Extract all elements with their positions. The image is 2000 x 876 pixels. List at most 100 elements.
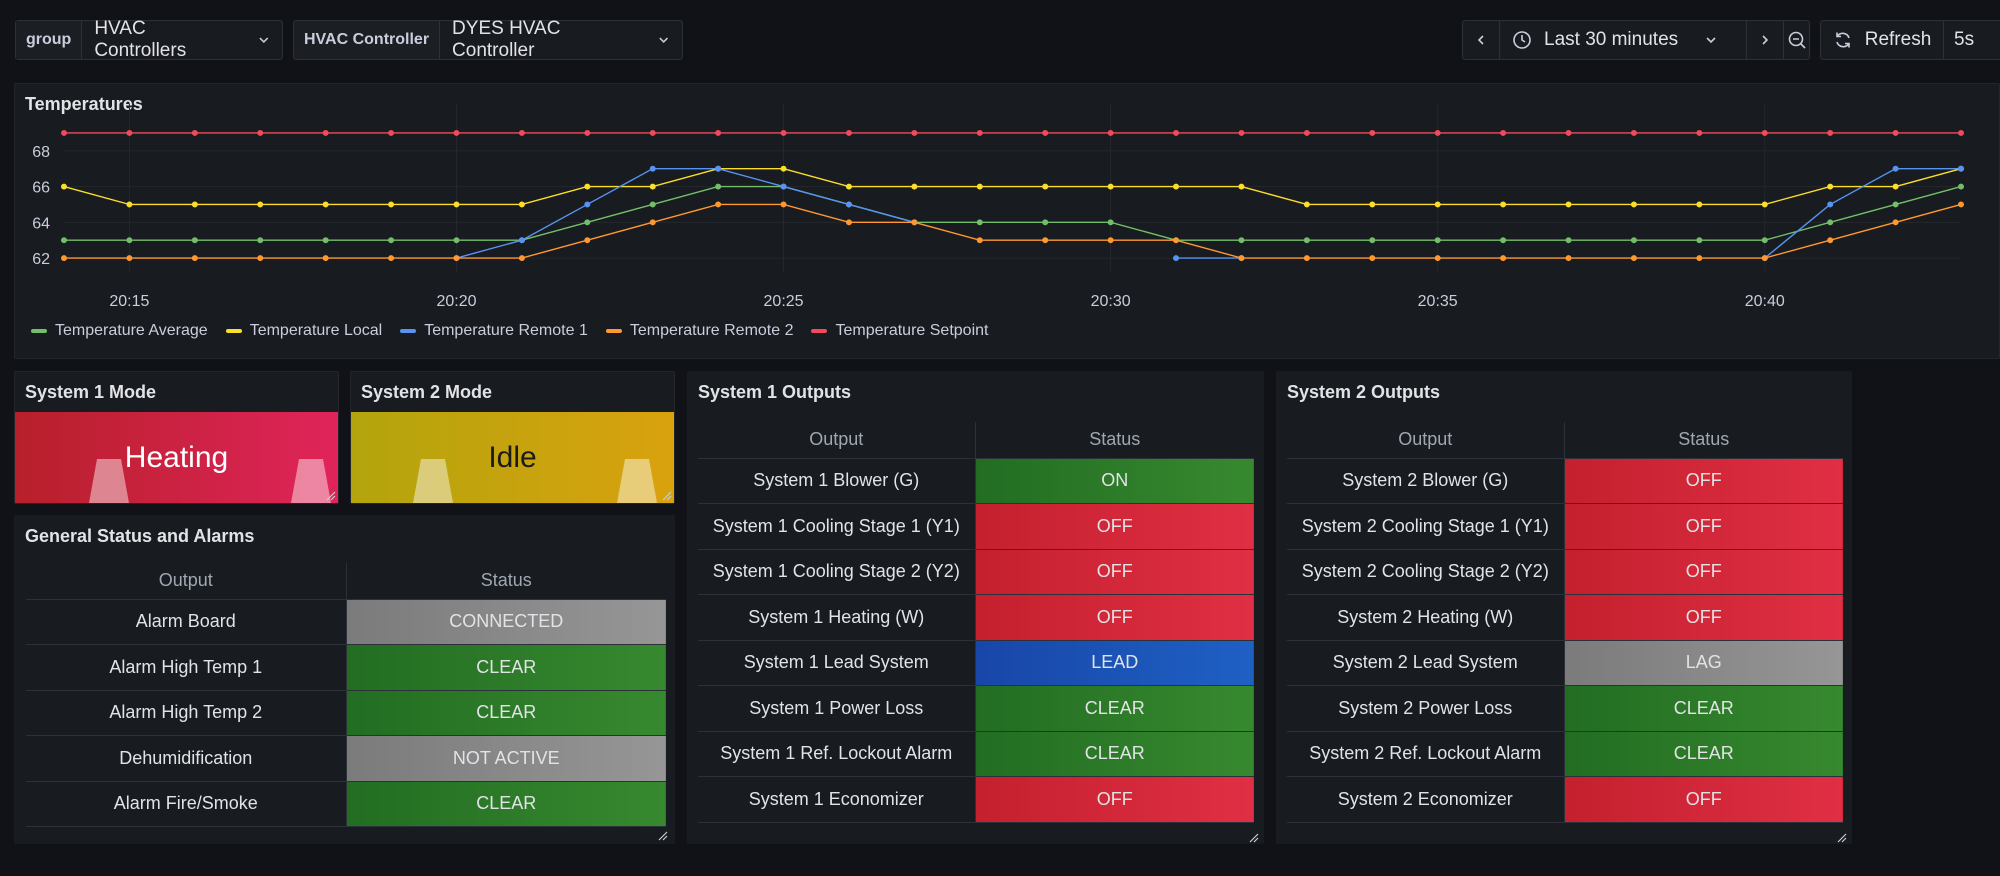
time-range-picker[interactable]: Last 30 minutes [1499, 20, 1747, 60]
data-point[interactable] [453, 129, 460, 136]
data-point[interactable] [780, 165, 787, 172]
data-point[interactable] [453, 255, 460, 262]
data-point[interactable] [1827, 201, 1834, 208]
data-point[interactable] [780, 129, 787, 136]
data-point[interactable] [61, 129, 67, 136]
data-point[interactable] [1303, 237, 1310, 244]
data-point[interactable] [191, 129, 198, 136]
data-point[interactable] [1238, 237, 1245, 244]
column-header-output[interactable]: Output [26, 563, 347, 600]
data-point[interactable] [1630, 129, 1637, 136]
legend-item[interactable]: Temperature Local [225, 322, 382, 340]
time-back-button[interactable] [1462, 20, 1500, 60]
data-point[interactable] [1434, 255, 1441, 262]
data-point[interactable] [1434, 129, 1441, 136]
system2-mode-stat[interactable]: Idle [351, 412, 674, 503]
data-point[interactable] [1696, 255, 1703, 262]
data-point[interactable] [1630, 237, 1637, 244]
data-point[interactable] [1107, 183, 1114, 190]
resize-handle-icon[interactable] [1247, 831, 1259, 843]
data-point[interactable] [1565, 201, 1572, 208]
data-point[interactable] [126, 255, 133, 262]
data-point[interactable] [1827, 183, 1834, 190]
data-point[interactable] [61, 255, 67, 262]
data-point[interactable] [780, 201, 787, 208]
data-point[interactable] [1761, 255, 1768, 262]
data-point[interactable] [1892, 201, 1899, 208]
data-point[interactable] [388, 237, 395, 244]
data-point[interactable] [715, 201, 722, 208]
data-point[interactable] [1761, 201, 1768, 208]
column-header-output[interactable]: Output [1287, 422, 1565, 459]
data-point[interactable] [1500, 201, 1507, 208]
system1-mode-stat[interactable]: Heating [15, 412, 338, 503]
data-point[interactable] [1500, 255, 1507, 262]
data-point[interactable] [1892, 165, 1899, 172]
data-point[interactable] [126, 129, 133, 136]
data-point[interactable] [584, 183, 591, 190]
data-point[interactable] [1173, 237, 1180, 244]
data-point[interactable] [845, 219, 852, 226]
legend-item[interactable]: Temperature Remote 2 [605, 322, 793, 340]
column-header-status[interactable]: Status [346, 563, 666, 600]
data-point[interactable] [1630, 201, 1637, 208]
data-point[interactable] [845, 201, 852, 208]
data-point[interactable] [1042, 219, 1049, 226]
data-point[interactable] [715, 129, 722, 136]
data-point[interactable] [1369, 237, 1376, 244]
data-point[interactable] [1892, 129, 1899, 136]
refresh-interval-picker[interactable]: 5s [1943, 20, 2000, 60]
data-point[interactable] [518, 255, 525, 262]
data-point[interactable] [715, 165, 722, 172]
data-point[interactable] [649, 129, 656, 136]
data-point[interactable] [1107, 237, 1114, 244]
data-point[interactable] [1958, 183, 1964, 190]
group-select[interactable]: HVAC Controllers [82, 18, 282, 61]
data-point[interactable] [715, 183, 722, 190]
data-point[interactable] [257, 237, 264, 244]
data-point[interactable] [257, 201, 264, 208]
data-point[interactable] [584, 129, 591, 136]
data-point[interactable] [1958, 129, 1964, 136]
data-point[interactable] [191, 237, 198, 244]
data-point[interactable] [584, 219, 591, 226]
data-point[interactable] [1434, 201, 1441, 208]
data-point[interactable] [584, 201, 591, 208]
data-point[interactable] [388, 129, 395, 136]
data-point[interactable] [1107, 219, 1114, 226]
zoom-out-button[interactable] [1783, 20, 1810, 60]
data-point[interactable] [1042, 129, 1049, 136]
resize-handle-icon[interactable] [1835, 831, 1847, 843]
data-point[interactable] [1565, 255, 1572, 262]
data-point[interactable] [1107, 129, 1114, 136]
data-point[interactable] [518, 129, 525, 136]
data-point[interactable] [1369, 255, 1376, 262]
data-point[interactable] [911, 129, 918, 136]
controller-select[interactable]: DYES HVAC Controller [440, 18, 682, 61]
resize-handle-icon[interactable] [656, 829, 668, 841]
data-point[interactable] [1958, 201, 1964, 208]
data-point[interactable] [1630, 255, 1637, 262]
data-point[interactable] [911, 183, 918, 190]
data-point[interactable] [322, 201, 329, 208]
data-point[interactable] [388, 255, 395, 262]
data-point[interactable] [126, 201, 133, 208]
data-point[interactable] [1042, 237, 1049, 244]
data-point[interactable] [1827, 129, 1834, 136]
data-point[interactable] [1042, 183, 1049, 190]
legend-item[interactable]: Temperature Average [31, 322, 208, 340]
data-point[interactable] [453, 237, 460, 244]
data-point[interactable] [1958, 165, 1964, 172]
data-point[interactable] [1827, 237, 1834, 244]
refresh-button[interactable]: Refresh [1820, 20, 1944, 60]
data-point[interactable] [322, 237, 329, 244]
data-point[interactable] [1696, 129, 1703, 136]
data-point[interactable] [976, 237, 983, 244]
data-point[interactable] [126, 237, 133, 244]
data-point[interactable] [1696, 201, 1703, 208]
data-point[interactable] [61, 183, 67, 190]
data-point[interactable] [649, 219, 656, 226]
data-point[interactable] [1827, 219, 1834, 226]
data-point[interactable] [584, 237, 591, 244]
data-point[interactable] [845, 183, 852, 190]
